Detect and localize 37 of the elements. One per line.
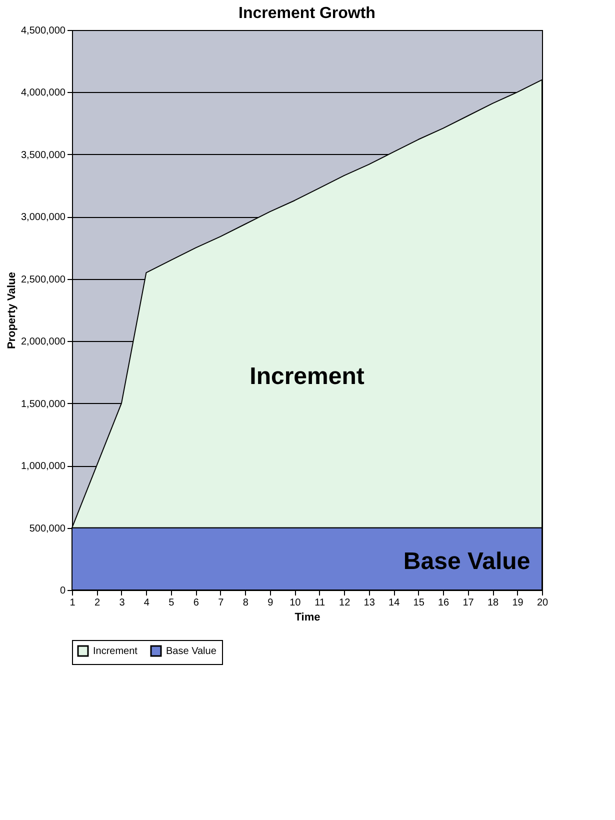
x-tick-label: 11 [314,598,326,608]
x-tick-label: 20 [536,598,548,608]
x-tick-label: 8 [242,598,249,608]
x-tick-label: 2 [94,598,100,608]
x-tick-label: 19 [512,598,524,608]
x-tick-label: 17 [462,598,474,608]
x-tick-label: 9 [268,598,274,608]
legend-label: Increment [93,646,138,657]
x-tick-label: 13 [364,598,376,608]
annotation: Increment [250,363,364,390]
x-tick-label: 18 [487,598,500,608]
x-tick-label: 15 [413,598,425,608]
x-tick-label: 12 [339,598,351,608]
annotation: Base Value [403,548,530,575]
y-tick-label: 0 [60,586,66,596]
x-tick-label: 1 [70,598,76,608]
x-tick-label: 14 [388,598,400,608]
chart-title: Increment Growth [238,5,376,22]
x-axis-title: Time [294,612,320,624]
y-tick-label: 1,000,000 [21,461,66,472]
y-tick-label: 2,500,000 [21,274,66,286]
x-tick-label: 6 [193,598,200,608]
x-tick-label: 4 [144,598,150,608]
y-tick-label: 3,000,000 [21,212,66,224]
x-tick-label: 10 [290,598,302,608]
x-tick-label: 3 [119,598,126,608]
x-tick-label: 5 [168,598,175,608]
y-tick-label: 2,000,000 [21,336,66,348]
y-tick-label: 500,000 [29,523,66,534]
legend-label: Base Value [166,646,217,657]
y-tick-label: 4,500,000 [21,26,66,36]
y-tick-label: 1,500,000 [21,398,66,410]
y-tick-label: 4,000,000 [21,88,66,99]
x-tick-label: 7 [218,598,224,608]
y-tick-label: 3,500,000 [21,150,66,161]
y-axis-title: Property Value [6,272,18,350]
x-tick-label: 16 [438,598,450,608]
